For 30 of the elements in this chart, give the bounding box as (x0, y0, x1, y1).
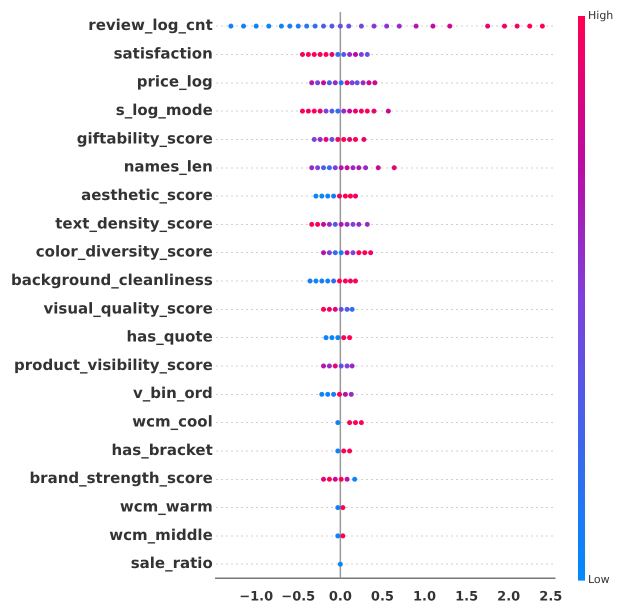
x-tick-label: 2.0 (497, 590, 520, 605)
x-tick-label: 2.5 (539, 590, 562, 605)
y-tick-label: background_cleanliness (10, 270, 213, 289)
color-bar-label: Low (588, 572, 610, 586)
y-tick-label: brand_strength_score (29, 469, 213, 488)
y-tick-label: sale_ratio (130, 554, 213, 572)
y-tick-label: visual_quality_score (43, 299, 213, 318)
x-tick-label: 0.5 (370, 590, 394, 605)
x-tick-label: −1.0 (239, 590, 274, 605)
y-tick-label: review_log_cnt (88, 16, 213, 34)
y-tick-label: color_diversity_score (36, 242, 213, 261)
y-tick-label: wcm_cool (132, 412, 213, 431)
y-tick-label: wcm_warm (120, 497, 213, 516)
y-tick-label: has_quote (126, 328, 213, 346)
y-tick-label: names_len (124, 158, 213, 176)
y-tick-label: price_log (136, 72, 213, 91)
y-tick-label: giftability_score (76, 129, 213, 148)
x-tick-label: 1.0 (413, 590, 436, 605)
x-tick-label: 1.5 (455, 590, 478, 605)
color-bar-label: High (588, 8, 614, 22)
y-tick-label: has_bracket (111, 440, 213, 459)
y-tick-label: wcm_middle (109, 526, 213, 544)
x-tick-label: −0.5 (281, 590, 316, 605)
y-tick-label: product_visibility_score (14, 356, 213, 374)
y-tick-label: s_log_mode (116, 101, 213, 120)
y-tick-label: aesthetic_score (81, 186, 213, 204)
y-tick-label: text_density_score (55, 214, 213, 232)
y-tick-label: satisfaction (114, 44, 213, 62)
x-tick-label: 0.0 (328, 590, 352, 605)
y-tick-label: v_bin_ord (132, 384, 213, 402)
